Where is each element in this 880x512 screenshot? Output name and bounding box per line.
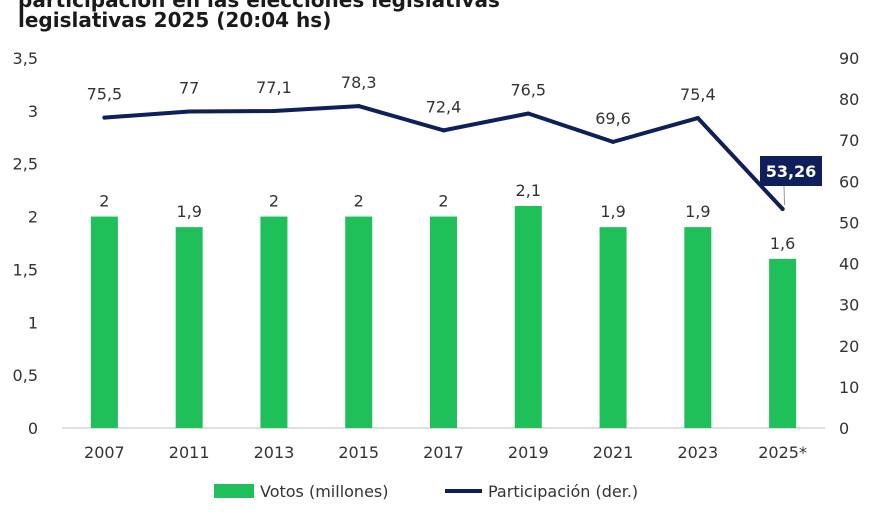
line-data-label: 72,4	[426, 97, 462, 116]
line-point	[611, 139, 616, 144]
y-left-tick-label: 3,5	[13, 49, 38, 68]
x-tick-label: 2023	[677, 443, 718, 462]
bar	[599, 227, 627, 428]
chart-title-line2: legislativas 2025 (20:04 hs)	[18, 8, 332, 32]
y-right-tick-label: 40	[839, 255, 859, 274]
y-left-tick-label: 1	[28, 313, 38, 332]
y-right-tick-label: 80	[839, 90, 859, 109]
line-data-label: 77	[179, 78, 199, 97]
bar-data-label: 2	[354, 192, 364, 211]
bar-data-label: 2	[269, 192, 279, 211]
y-left-tick-label: 0	[28, 419, 38, 438]
legend-label-bars: Votos (millones)	[260, 482, 389, 501]
bar	[175, 227, 203, 428]
bar	[430, 216, 457, 428]
callout-box	[760, 156, 822, 186]
line-point	[102, 115, 107, 120]
y-left-tick-label: 2,5	[13, 155, 38, 174]
x-tick-label: 2025*	[758, 443, 807, 462]
line-point	[356, 104, 361, 109]
line-point	[695, 116, 700, 121]
y-right-tick-label: 50	[839, 213, 859, 232]
line-data-label: 78,3	[341, 73, 377, 92]
bar-data-label: 2	[99, 192, 109, 211]
y-right-tick-label: 70	[839, 131, 859, 150]
y-right-tick-label: 0	[839, 419, 849, 438]
line-point	[526, 111, 531, 116]
y-right-tick-label: 20	[839, 337, 859, 356]
line-point	[271, 109, 276, 114]
y-right-tick-label: 10	[839, 378, 859, 397]
y-left-tick-label: 0,5	[13, 366, 38, 385]
bar	[514, 206, 542, 428]
line-data-label: 75,4	[680, 85, 716, 104]
bar	[90, 216, 118, 428]
callout-leader	[783, 185, 786, 206]
line-point	[780, 207, 785, 212]
bar	[769, 258, 797, 428]
bar	[260, 216, 288, 428]
line-point	[187, 109, 192, 114]
y-right-tick-label: 30	[839, 296, 859, 315]
bar-data-label: 1,9	[600, 202, 625, 221]
x-tick-label: 2015	[338, 443, 379, 462]
bar	[684, 227, 712, 428]
y-right-tick-label: 90	[839, 49, 859, 68]
chart-title-line1: participación en las elecciones legislat…	[18, 0, 500, 12]
x-tick-label: 2013	[254, 443, 295, 462]
bar	[345, 216, 373, 428]
y-right-tick-label: 60	[839, 172, 859, 191]
legend-swatch-bars	[214, 484, 254, 498]
y-left-tick-label: 2	[28, 208, 38, 227]
y-left-tick-label: 1,5	[13, 260, 38, 279]
x-tick-label: 2019	[508, 443, 549, 462]
x-tick-label: 2007	[84, 443, 125, 462]
line-data-label: 75,5	[87, 85, 123, 104]
bar-data-label: 1,9	[685, 202, 710, 221]
callout-label: 53,26	[766, 162, 817, 181]
x-tick-label: 2017	[423, 443, 464, 462]
bar-data-label: 2	[438, 192, 448, 211]
y-left-tick-label: 3	[28, 102, 38, 121]
bar-data-label: 1,9	[176, 202, 201, 221]
x-tick-label: 2021	[593, 443, 634, 462]
line-data-label: 77,1	[256, 78, 292, 97]
line-data-label: 69,6	[595, 109, 631, 128]
legend-label-line: Participación (der.)	[488, 482, 638, 501]
x-tick-label: 2011	[169, 443, 210, 462]
line-data-label: 76,5	[510, 81, 546, 100]
line-point	[441, 128, 446, 133]
bar-data-label: 2,1	[516, 181, 541, 200]
bar-data-label: 1,6	[770, 234, 795, 253]
